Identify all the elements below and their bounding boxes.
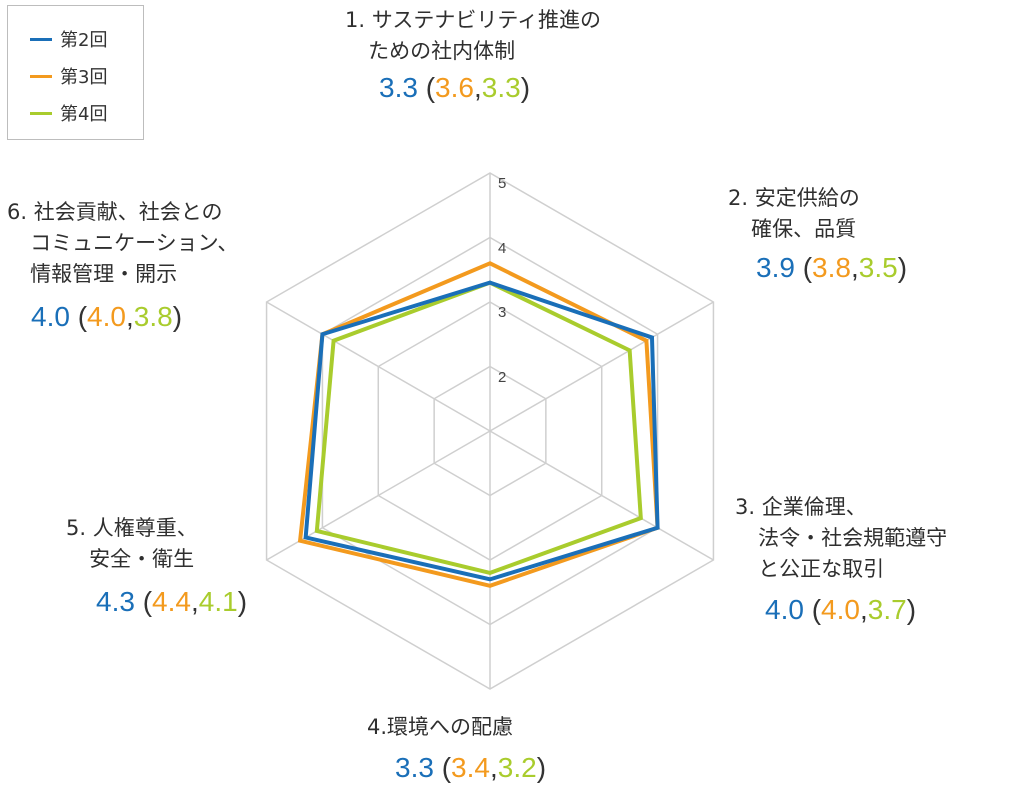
score-4th: 4.1	[198, 586, 238, 617]
axis-title-3-line-3: と公正な取引	[758, 557, 885, 581]
axis-title-6: 6. 社会貢献、社会との コミュニケーション、 情報管理・開示	[7, 197, 238, 290]
axis-label-4: 4.環境への配慮 3.3 (3.4,3.2)	[367, 712, 546, 785]
series-line-4	[314, 280, 643, 575]
score-3rd: 3.4	[451, 752, 490, 783]
axis-title-6-line-2: コミュニケーション、	[30, 231, 239, 255]
score-2nd: 4.0	[31, 301, 70, 332]
series-line-2	[303, 280, 660, 582]
axis-number-4: 4.	[367, 715, 388, 739]
axis-title-6-line-3: 情報管理・開示	[30, 262, 178, 286]
axis-number-6: 6.	[7, 200, 28, 224]
legend-label-2nd: 第2回	[60, 30, 108, 51]
score-4th: 3.2	[497, 752, 537, 783]
score-2nd: 3.9	[756, 252, 795, 283]
axis-score-4: 3.3 (3.4,3.2)	[395, 752, 547, 783]
axis-title-5-line-2: 安全・衛生	[89, 547, 195, 571]
legend-item-4th: 第4回	[30, 99, 107, 127]
score-2nd: 3.3	[395, 752, 434, 783]
score-4th: 3.8	[133, 301, 173, 332]
grid-spoke-2	[489, 301, 714, 432]
radar-series	[297, 261, 660, 588]
axis-title-5-line-1: 人権尊重、	[92, 516, 198, 540]
axis-score-2: 3.9 (3.8,3.5)	[756, 252, 908, 283]
legend-item-3rd: 第3回	[30, 62, 107, 90]
axis-title-3-line-1: 企業倫理、	[761, 495, 867, 519]
axis-number-1: 1.	[345, 8, 366, 32]
axis-score-6: 4.0 (4.0,3.8)	[31, 301, 183, 332]
radar-grid	[265, 172, 715, 690]
axis-score-1: 3.3 (3.6,3.3)	[379, 72, 531, 103]
axis-label-5: 5. 人権尊重、 安全・衛生 4.3 (4.4,4.1)	[66, 513, 247, 619]
axis-title-6-line-1: 社会貢献、社会との	[33, 200, 223, 224]
axis-title-5: 5. 人権尊重、 安全・衛生	[66, 513, 247, 575]
legend-label-3rd: 第3回	[60, 67, 108, 88]
tick-label-4: 4	[498, 239, 507, 257]
score-2nd: 4.3	[96, 586, 135, 617]
axis-label-1: 1. サステナビリティ推進の ための社内体制 3.3 (3.6,3.3)	[345, 5, 601, 105]
axis-title-1-line-1: サステナビリティ推進の	[371, 8, 602, 32]
grid-spoke-6	[266, 301, 491, 432]
axis-title-2: 2. 安定供給の 確保、品質	[728, 183, 907, 245]
score-2nd: 3.3	[379, 72, 418, 103]
axis-label-3: 3. 企業倫理、 法令・社会規範遵守 と公正な取引 4.0 (4.0,3.7)	[735, 492, 947, 627]
tick-label-2: 2	[498, 368, 507, 386]
legend-swatch-3rd	[30, 74, 52, 78]
score-4th: 3.5	[858, 252, 898, 283]
axis-title-2-line-1: 安定供給の	[754, 186, 860, 210]
legend-label-4th: 第4回	[60, 104, 108, 125]
grid-spoke-3	[489, 430, 714, 561]
score-3rd: 4.0	[821, 594, 860, 625]
axis-title-1: 1. サステナビリティ推進の ための社内体制	[345, 5, 601, 67]
axis-title-3-line-2: 法令・社会規範遵守	[758, 526, 948, 550]
axis-label-2: 2. 安定供給の 確保、品質 3.9 (3.8,3.5)	[728, 183, 907, 285]
legend-swatch-4th	[30, 111, 52, 115]
axis-title-2-line-2: 確保、品質	[751, 217, 857, 241]
axis-title-3: 3. 企業倫理、 法令・社会規範遵守 と公正な取引	[735, 492, 947, 585]
score-3rd: 3.8	[812, 252, 851, 283]
axis-title-4: 4.環境への配慮	[367, 712, 546, 743]
legend: 第2回 第3回 第4回	[7, 5, 144, 140]
axis-number-5: 5.	[66, 516, 87, 540]
tick-label-3: 3	[498, 304, 507, 321]
axis-title-1-line-2: ための社内体制	[368, 39, 516, 63]
legend-item-2nd: 第2回	[30, 25, 107, 53]
tick-label-5: 5	[498, 175, 507, 192]
score-4th: 3.3	[481, 72, 521, 103]
score-2nd: 4.0	[765, 594, 804, 625]
axis-score-3: 4.0 (4.0,3.7)	[765, 594, 917, 625]
axis-label-6: 6. 社会貢献、社会との コミュニケーション、 情報管理・開示 4.0 (4.0…	[7, 197, 238, 334]
score-3rd: 4.4	[152, 586, 191, 617]
score-3rd: 4.0	[87, 301, 126, 332]
axis-title-4-line-1: 環境への配慮	[387, 715, 514, 739]
score-3rd: 3.6	[435, 72, 474, 103]
axis-number-2: 2.	[728, 186, 749, 210]
legend-swatch-2nd	[30, 37, 52, 41]
score-4th: 3.7	[867, 594, 907, 625]
axis-score-5: 4.3 (4.4,4.1)	[96, 586, 248, 617]
axis-number-3: 3.	[735, 495, 756, 519]
